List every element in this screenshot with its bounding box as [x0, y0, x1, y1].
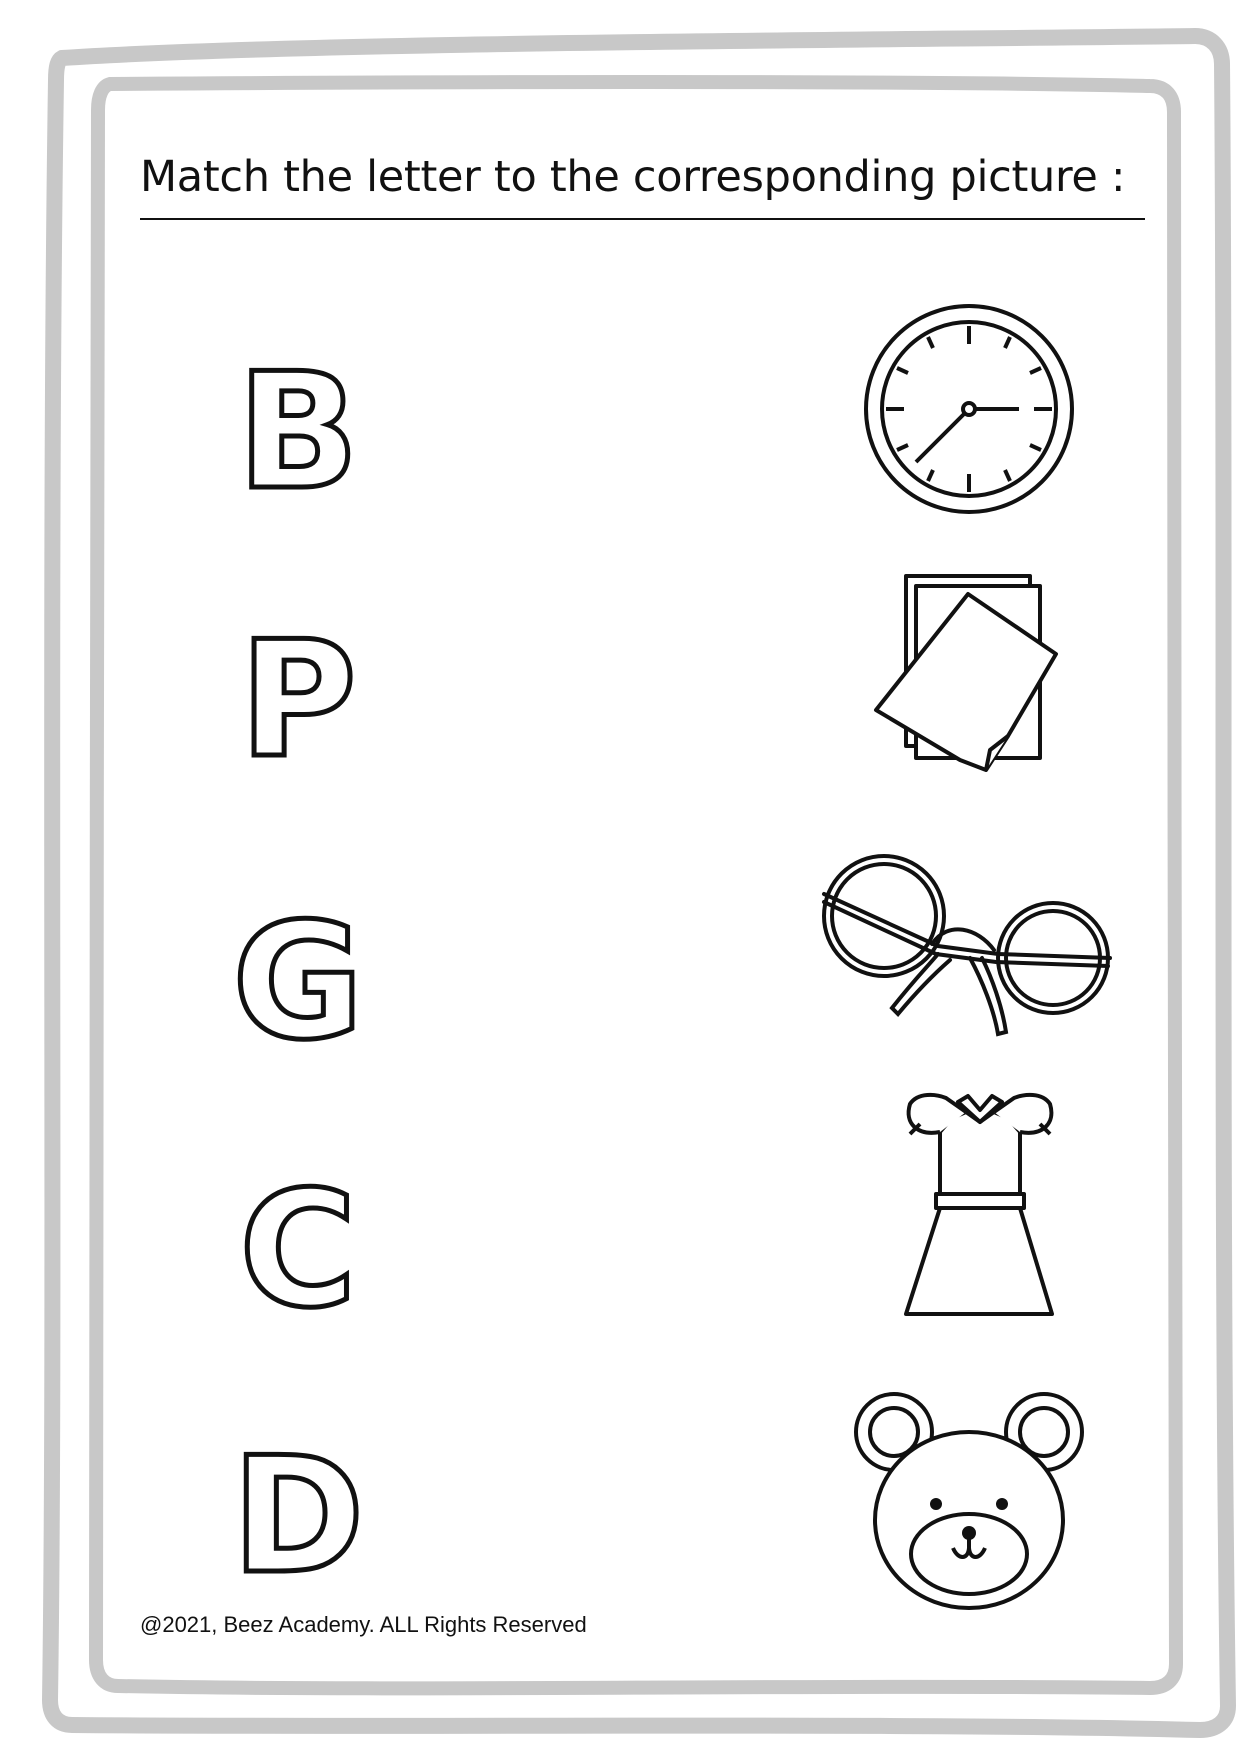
title-underline: [140, 218, 1145, 220]
letter-c: C: [237, 1156, 359, 1343]
bear-icon: [854, 1392, 1084, 1610]
dress-icon: [904, 1092, 1054, 1316]
letter-b: B: [235, 338, 362, 525]
letter-d: D: [229, 1422, 367, 1609]
clock-icon: [864, 304, 1074, 514]
paper-icon: [874, 574, 1058, 772]
worksheet-title: Match the letter to the corresponding pi…: [140, 152, 1126, 202]
letter-g: G: [230, 888, 366, 1075]
copyright-footer: @2021, Beez Academy. ALL Rights Reserved: [140, 1612, 587, 1637]
letter-p: P: [237, 606, 359, 793]
glasses-icon: [822, 854, 1112, 1037]
